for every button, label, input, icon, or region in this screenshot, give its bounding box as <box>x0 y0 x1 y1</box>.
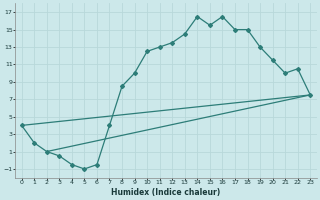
X-axis label: Humidex (Indice chaleur): Humidex (Indice chaleur) <box>111 188 220 197</box>
